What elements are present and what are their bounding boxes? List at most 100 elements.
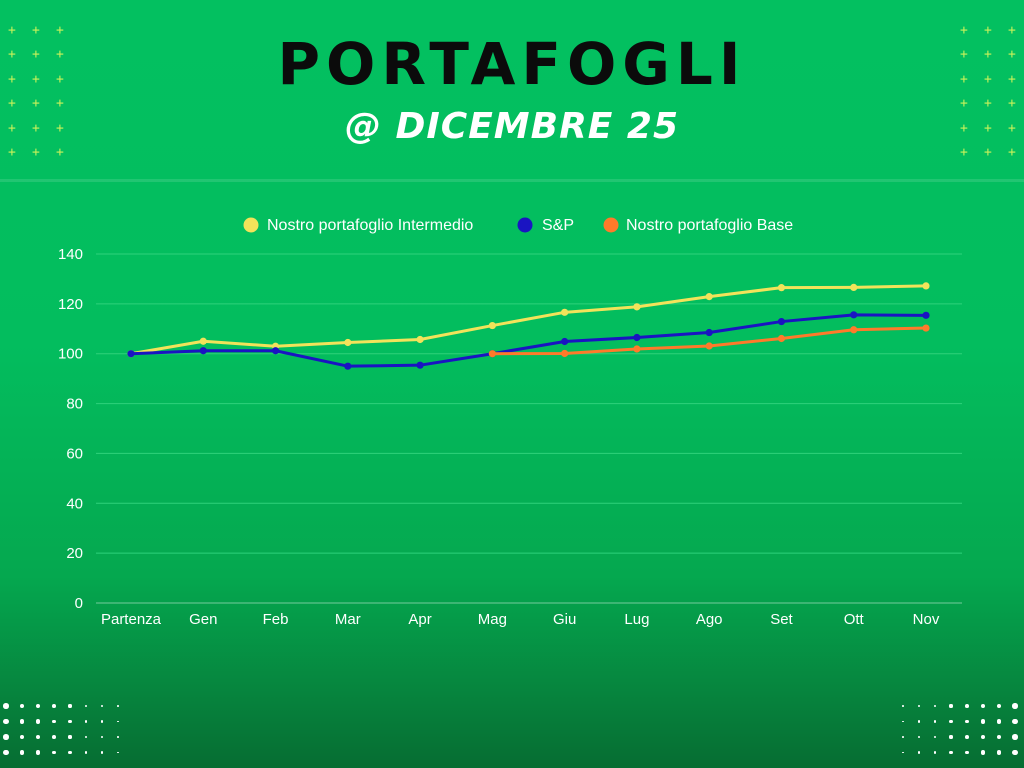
legend-label: Nostro portafoglio Base — [626, 217, 793, 234]
dot-mark — [35, 703, 41, 709]
dot-mark — [35, 719, 41, 724]
y-tick-label: 100 — [58, 346, 83, 363]
data-point — [777, 317, 786, 326]
data-point — [850, 283, 858, 292]
header-divider — [0, 179, 1024, 182]
dot-mark — [68, 750, 72, 755]
legend-item: Nostro portafoglio Base — [603, 217, 793, 234]
plus-mark: + — [8, 23, 16, 38]
legend-item: S&P — [517, 217, 574, 234]
dot-mark — [933, 751, 937, 754]
plus-mark: + — [8, 47, 16, 63]
legend-label: Nostro portafoglio Intermedio — [267, 217, 473, 234]
dot-mark — [917, 735, 921, 739]
data-point — [344, 338, 352, 347]
data-point — [633, 345, 641, 353]
x-tick-label: Giu — [553, 611, 576, 628]
series-1 — [127, 311, 930, 370]
plus-mark: + — [56, 47, 64, 63]
axis-layer: 0 20 40 60 80 100 120 140 Partenza Gen Feb Mar Apr Ma… — [58, 246, 940, 628]
dot-mark — [996, 703, 1002, 709]
plus-mark: + — [960, 120, 968, 136]
plus-mark: + — [984, 71, 992, 87]
data-point — [922, 282, 930, 290]
legend-swatch — [243, 217, 259, 233]
plus-mark: + — [984, 23, 992, 38]
plus-mark: + — [1008, 47, 1016, 63]
dot-mark — [933, 704, 937, 708]
dot-mark — [52, 719, 56, 724]
dot-mark — [917, 720, 921, 723]
plus-mark: + — [56, 71, 64, 87]
data-point — [127, 350, 135, 358]
x-tick-label: Feb — [263, 611, 289, 628]
plus-mark: + — [56, 144, 64, 160]
plus-mark: + — [1008, 96, 1016, 112]
plus-pattern-right: + + + + + + + + + + + + + + + + + + — [960, 19, 1024, 165]
data-point — [633, 333, 641, 342]
dot-mark — [980, 734, 986, 740]
x-tick-label: Lug — [624, 611, 649, 628]
dot-mark — [84, 704, 88, 708]
data-point — [850, 311, 858, 319]
dot-mark — [52, 735, 56, 739]
dot-mark — [3, 734, 9, 740]
plus-mark: + — [56, 23, 64, 38]
dot-mark — [100, 720, 104, 723]
plus-mark: + — [32, 144, 40, 160]
plus-mark: + — [56, 120, 64, 136]
plus-mark: + — [8, 96, 16, 112]
data-point — [561, 337, 569, 346]
dot-mark — [19, 734, 25, 740]
x-tick-label: Ago — [696, 611, 723, 628]
data-point — [416, 335, 424, 344]
dot-mark — [996, 719, 1002, 724]
plus-mark: + — [1008, 71, 1016, 87]
legend-swatch — [603, 217, 619, 233]
y-tick-label: 20 — [66, 545, 83, 562]
dot-mark — [35, 750, 41, 755]
dot-mark — [933, 720, 937, 723]
data-point — [705, 293, 713, 301]
series-2 — [488, 324, 930, 358]
dot-pattern-left — [0, 700, 130, 760]
data-point — [705, 328, 713, 337]
plus-mark: + — [960, 23, 968, 38]
data-point — [488, 350, 496, 358]
dot-mark — [996, 734, 1002, 740]
dot-mark — [980, 719, 986, 724]
plus-mark: + — [960, 47, 968, 63]
x-tick-label: Mag — [478, 611, 507, 628]
legend-item: Nostro portafoglio Intermedio — [243, 217, 473, 234]
y-tick-label: 40 — [66, 495, 83, 512]
legend-swatch — [517, 217, 533, 233]
dot-mark — [84, 735, 88, 739]
dot-mark — [52, 750, 56, 755]
plus-mark: + — [32, 71, 40, 87]
legend-label: S&P — [542, 217, 574, 234]
data-point — [633, 303, 641, 311]
plus-mark: + — [56, 96, 64, 112]
x-tick-label: Mar — [335, 611, 361, 628]
data-point — [777, 334, 786, 343]
plus-mark: + — [32, 96, 40, 112]
x-tick-label: Set — [770, 611, 793, 628]
plus-mark: + — [960, 144, 968, 160]
plus-mark: + — [960, 96, 968, 112]
page-title: PORTAFOGLI — [277, 30, 747, 98]
data-point — [271, 347, 280, 355]
dot-mark — [117, 720, 119, 723]
y-tick-label: 140 — [58, 246, 83, 263]
page-subtitle: @ DICEMBRE 25 — [344, 106, 680, 147]
dot-mark — [1012, 734, 1018, 740]
dot-mark — [117, 705, 119, 707]
dot-mark — [19, 703, 25, 709]
plus-mark: + — [984, 47, 992, 63]
dot-mark — [1012, 718, 1018, 725]
data-point — [705, 342, 713, 350]
plus-mark: + — [32, 120, 40, 136]
plus-mark: + — [984, 144, 992, 160]
dot-mark — [3, 718, 9, 725]
dot-mark — [965, 719, 969, 724]
plus-pattern-left: + + + + + + + + + + + + + + + + + + — [8, 19, 80, 165]
